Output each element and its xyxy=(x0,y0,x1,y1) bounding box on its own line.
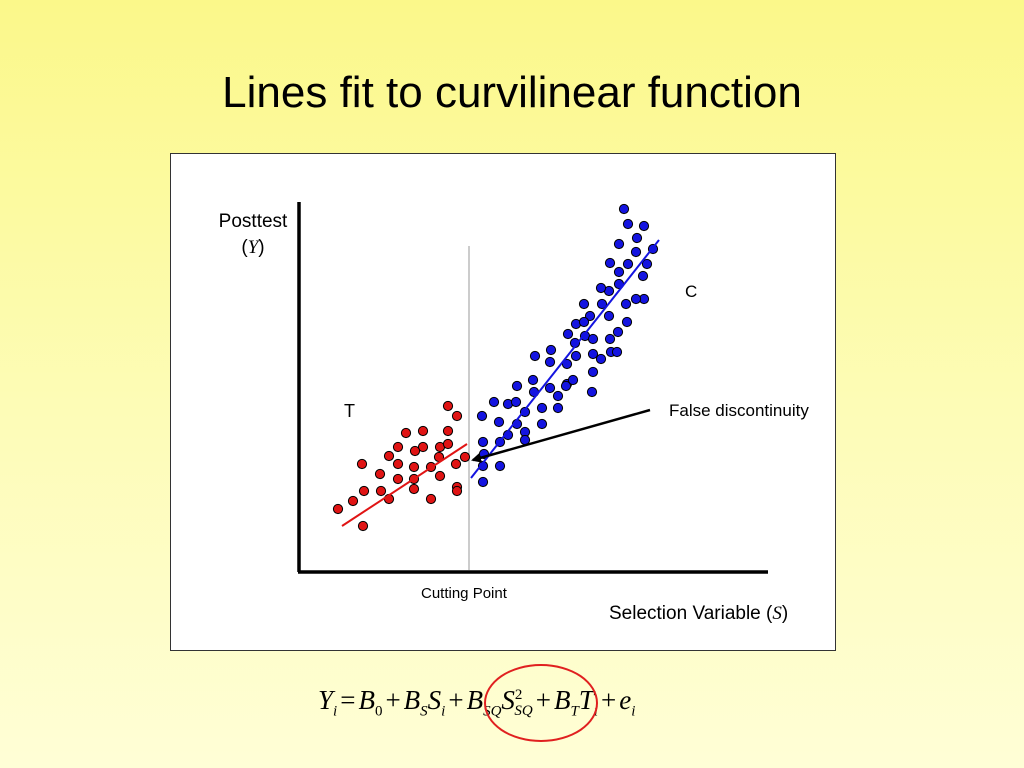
treatment-point xyxy=(400,427,412,439)
treatment-point xyxy=(332,503,344,515)
control-point xyxy=(611,346,623,358)
treatment-point xyxy=(392,473,404,485)
control-point xyxy=(595,282,607,294)
treatment-point xyxy=(409,445,421,457)
regression-discontinuity-diagram xyxy=(297,202,768,574)
control-fit-line xyxy=(470,239,660,479)
control-group-label: C xyxy=(685,282,698,301)
control-point xyxy=(630,246,642,258)
control-point xyxy=(552,390,564,402)
treatment-point xyxy=(357,520,369,532)
control-points xyxy=(476,203,659,488)
control-point xyxy=(477,436,489,448)
treatment-point xyxy=(358,485,370,497)
control-point xyxy=(578,316,590,328)
false-discontinuity-label: False discontinuity xyxy=(669,401,809,420)
control-point xyxy=(519,406,531,418)
control-point xyxy=(587,333,599,345)
control-point xyxy=(527,374,539,386)
control-point xyxy=(545,344,557,356)
treatment-point xyxy=(392,458,404,470)
control-point xyxy=(604,333,616,345)
control-point xyxy=(620,298,632,310)
treatment-point xyxy=(417,425,429,437)
control-point xyxy=(638,220,650,232)
control-point xyxy=(477,476,489,488)
treatment-point xyxy=(451,410,463,422)
treatment-point xyxy=(442,400,454,412)
false-discontinuity-arrow xyxy=(471,408,651,463)
treatment-point xyxy=(442,438,454,450)
control-point xyxy=(570,350,582,362)
control-point xyxy=(560,380,572,392)
control-point xyxy=(536,418,548,430)
control-point xyxy=(595,353,607,365)
control-point xyxy=(641,258,653,270)
control-point xyxy=(529,350,541,362)
control-point xyxy=(544,382,556,394)
control-point xyxy=(613,266,625,278)
control-point xyxy=(587,348,599,360)
control-point xyxy=(596,298,608,310)
control-point xyxy=(621,316,633,328)
treatment-group-label: T xyxy=(344,401,355,421)
control-point xyxy=(630,293,642,305)
control-point xyxy=(511,380,523,392)
treatment-point xyxy=(442,425,454,437)
y-axis-label: Posttest (Y) xyxy=(218,211,288,258)
control-point xyxy=(586,386,598,398)
treatment-point xyxy=(375,485,387,497)
treatment-point xyxy=(451,485,463,497)
cutting-point-label: Cutting Point xyxy=(421,585,507,602)
treatment-point xyxy=(392,441,404,453)
control-point xyxy=(476,410,488,422)
diagram-panel: Posttest (Y) T C False discontinuity Cut… xyxy=(170,153,836,651)
control-point xyxy=(587,366,599,378)
treatment-point xyxy=(356,458,368,470)
treatment-point xyxy=(347,495,359,507)
treatment-point xyxy=(374,468,386,480)
control-point xyxy=(578,298,590,310)
control-point xyxy=(618,203,630,215)
control-point xyxy=(612,326,624,338)
control-point xyxy=(544,356,556,368)
control-point xyxy=(562,328,574,340)
treatment-point xyxy=(459,451,471,463)
control-point xyxy=(494,460,506,472)
treatment-point xyxy=(408,461,420,473)
control-point xyxy=(613,238,625,250)
control-point xyxy=(584,310,596,322)
treatment-point xyxy=(383,450,395,462)
control-point xyxy=(631,232,643,244)
quadratic-term-highlight-circle xyxy=(484,664,598,742)
control-point xyxy=(552,402,564,414)
control-point xyxy=(637,270,649,282)
treatment-point xyxy=(434,470,446,482)
control-point xyxy=(622,258,634,270)
slide-title: Lines fit to curvilinear function xyxy=(222,68,802,117)
control-point xyxy=(488,396,500,408)
control-point xyxy=(493,416,505,428)
treatment-fit-line xyxy=(341,443,468,527)
control-point xyxy=(567,374,579,386)
control-point xyxy=(561,358,573,370)
control-point xyxy=(536,402,548,414)
treatment-point xyxy=(417,441,429,453)
treatment-point xyxy=(408,483,420,495)
x-axis-label: Selection Variable (S) xyxy=(609,603,789,624)
treatment-point xyxy=(450,458,462,470)
control-point xyxy=(622,218,634,230)
control-point xyxy=(604,257,616,269)
treatment-point xyxy=(425,493,437,505)
control-point xyxy=(603,310,615,322)
control-point xyxy=(510,396,522,408)
